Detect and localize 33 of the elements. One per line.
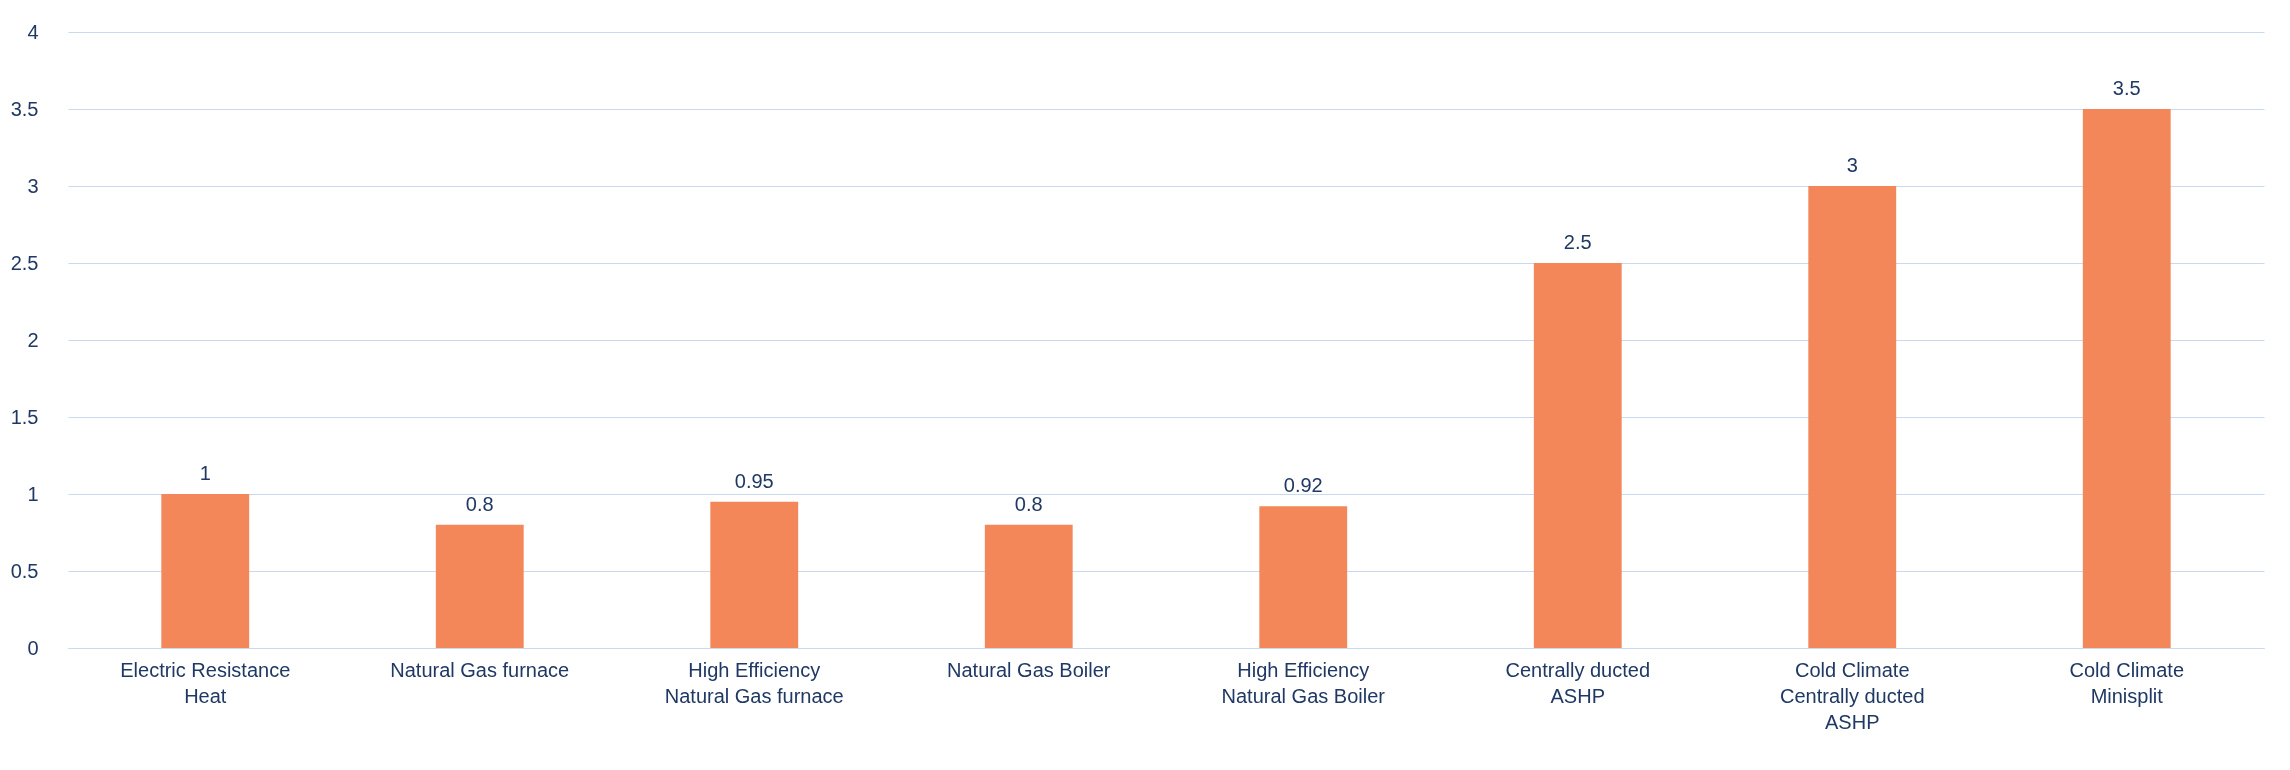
data-label: 3 xyxy=(1846,154,1858,176)
data-label: 0.8 xyxy=(465,492,494,515)
y-tick-label: 1 xyxy=(27,482,39,505)
y-tick-label: 1.5 xyxy=(10,405,39,428)
bar xyxy=(984,524,1073,648)
x-tick-label: Natural Gas furnace xyxy=(390,658,570,681)
data-label: 0.92 xyxy=(1283,474,1323,497)
data-label: 3.5 xyxy=(2112,77,2141,99)
data-label: 1 xyxy=(199,462,211,484)
y-tick-label: 0 xyxy=(27,636,39,659)
x-tick-label: Electric Resistance Heat xyxy=(120,658,291,707)
y-tick-label: 3.5 xyxy=(10,97,39,120)
y-tick-label: 3 xyxy=(27,174,39,197)
bar xyxy=(1533,263,1622,648)
y-tick-label: 2.5 xyxy=(10,251,39,274)
x-tick-label: High Efficiency Natural Gas furnace xyxy=(664,658,844,707)
bar xyxy=(1808,186,1897,648)
x-tick-label: Natural Gas Boiler xyxy=(947,658,1111,681)
x-tick-label: High Efficiency Natural Gas Boiler xyxy=(1221,658,1386,707)
bar xyxy=(710,501,799,648)
y-tick-label: 0.5 xyxy=(10,559,39,582)
x-tick-label: Cold Climate Centrally ducted ASHP xyxy=(1779,658,1925,733)
data-label: 2.5 xyxy=(1563,231,1592,253)
x-tick-label: Centrally ducted ASHP xyxy=(1505,658,1651,707)
y-tick-label: 4 xyxy=(27,20,39,43)
bar xyxy=(435,524,524,648)
data-label: 0.8 xyxy=(1014,492,1043,515)
bar xyxy=(2082,109,2171,648)
data-label: 0.95 xyxy=(734,469,774,492)
bar xyxy=(1259,506,1348,648)
y-tick-label: 2 xyxy=(27,328,39,351)
x-tick-label: Cold Climate Minisplit xyxy=(2069,658,2184,707)
bar xyxy=(161,494,250,648)
